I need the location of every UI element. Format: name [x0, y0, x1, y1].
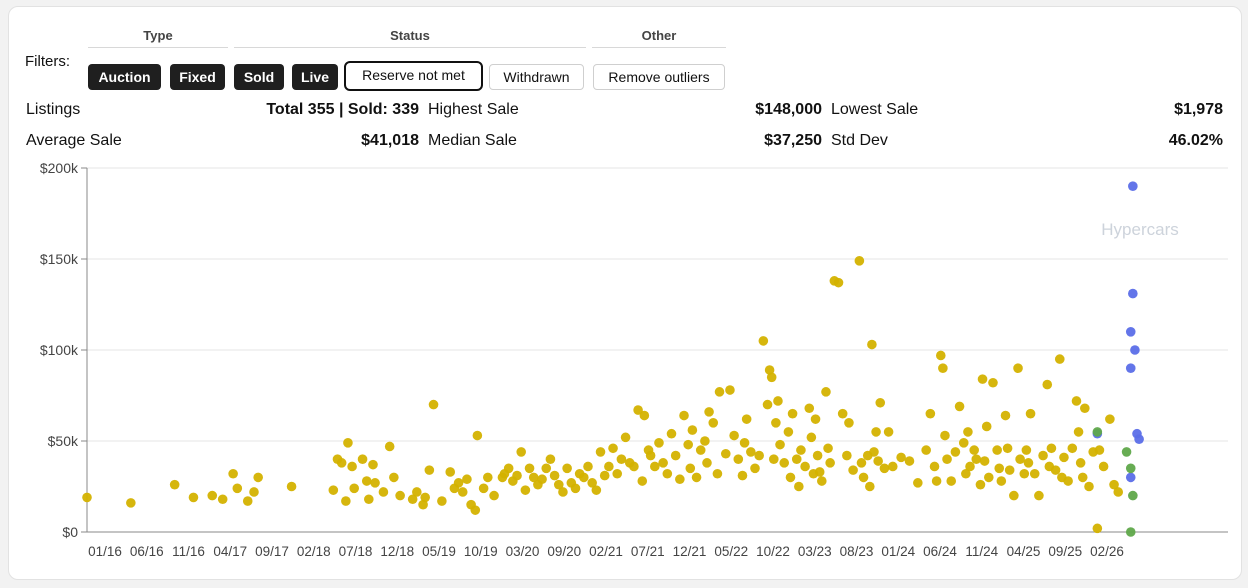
average-sale-label: Average Sale [26, 132, 122, 149]
sold-filter-button[interactable]: Sold [234, 64, 284, 90]
std-dev-label: Std Dev [831, 132, 888, 149]
average-sale-value: $41,018 [361, 132, 419, 149]
median-sale-label: Median Sale [428, 132, 517, 149]
live-filter-button[interactable]: Live [292, 64, 338, 90]
reserve-not-met-filter-button[interactable]: Reserve not met [344, 61, 483, 91]
filter-group-other: Other [592, 28, 726, 48]
highest-sale-value: $148,000 [755, 101, 822, 118]
listings-value: Total 355 | Sold: 339 [266, 101, 419, 118]
price-history-card [8, 6, 1242, 580]
median-sale-value: $37,250 [764, 132, 822, 149]
std-dev-value: 46.02% [1168, 132, 1223, 149]
filters-label: Filters: [25, 53, 70, 70]
group-title-type: Type [88, 28, 228, 48]
auction-filter-button[interactable]: Auction [88, 64, 161, 90]
lowest-sale-label: Lowest Sale [831, 101, 919, 118]
group-title-status: Status [234, 28, 586, 48]
withdrawn-filter-button[interactable]: Withdrawn [489, 64, 584, 90]
remove-outliers-button[interactable]: Remove outliers [593, 64, 725, 90]
fixed-filter-button[interactable]: Fixed [170, 64, 225, 90]
group-title-other: Other [592, 28, 726, 48]
lowest-sale-value: $1,978 [1174, 101, 1223, 118]
listings-label: Listings [26, 101, 81, 118]
highest-sale-label: Highest Sale [428, 101, 519, 118]
filter-group-status: Status [234, 28, 586, 48]
filter-group-type: Type [88, 28, 228, 48]
